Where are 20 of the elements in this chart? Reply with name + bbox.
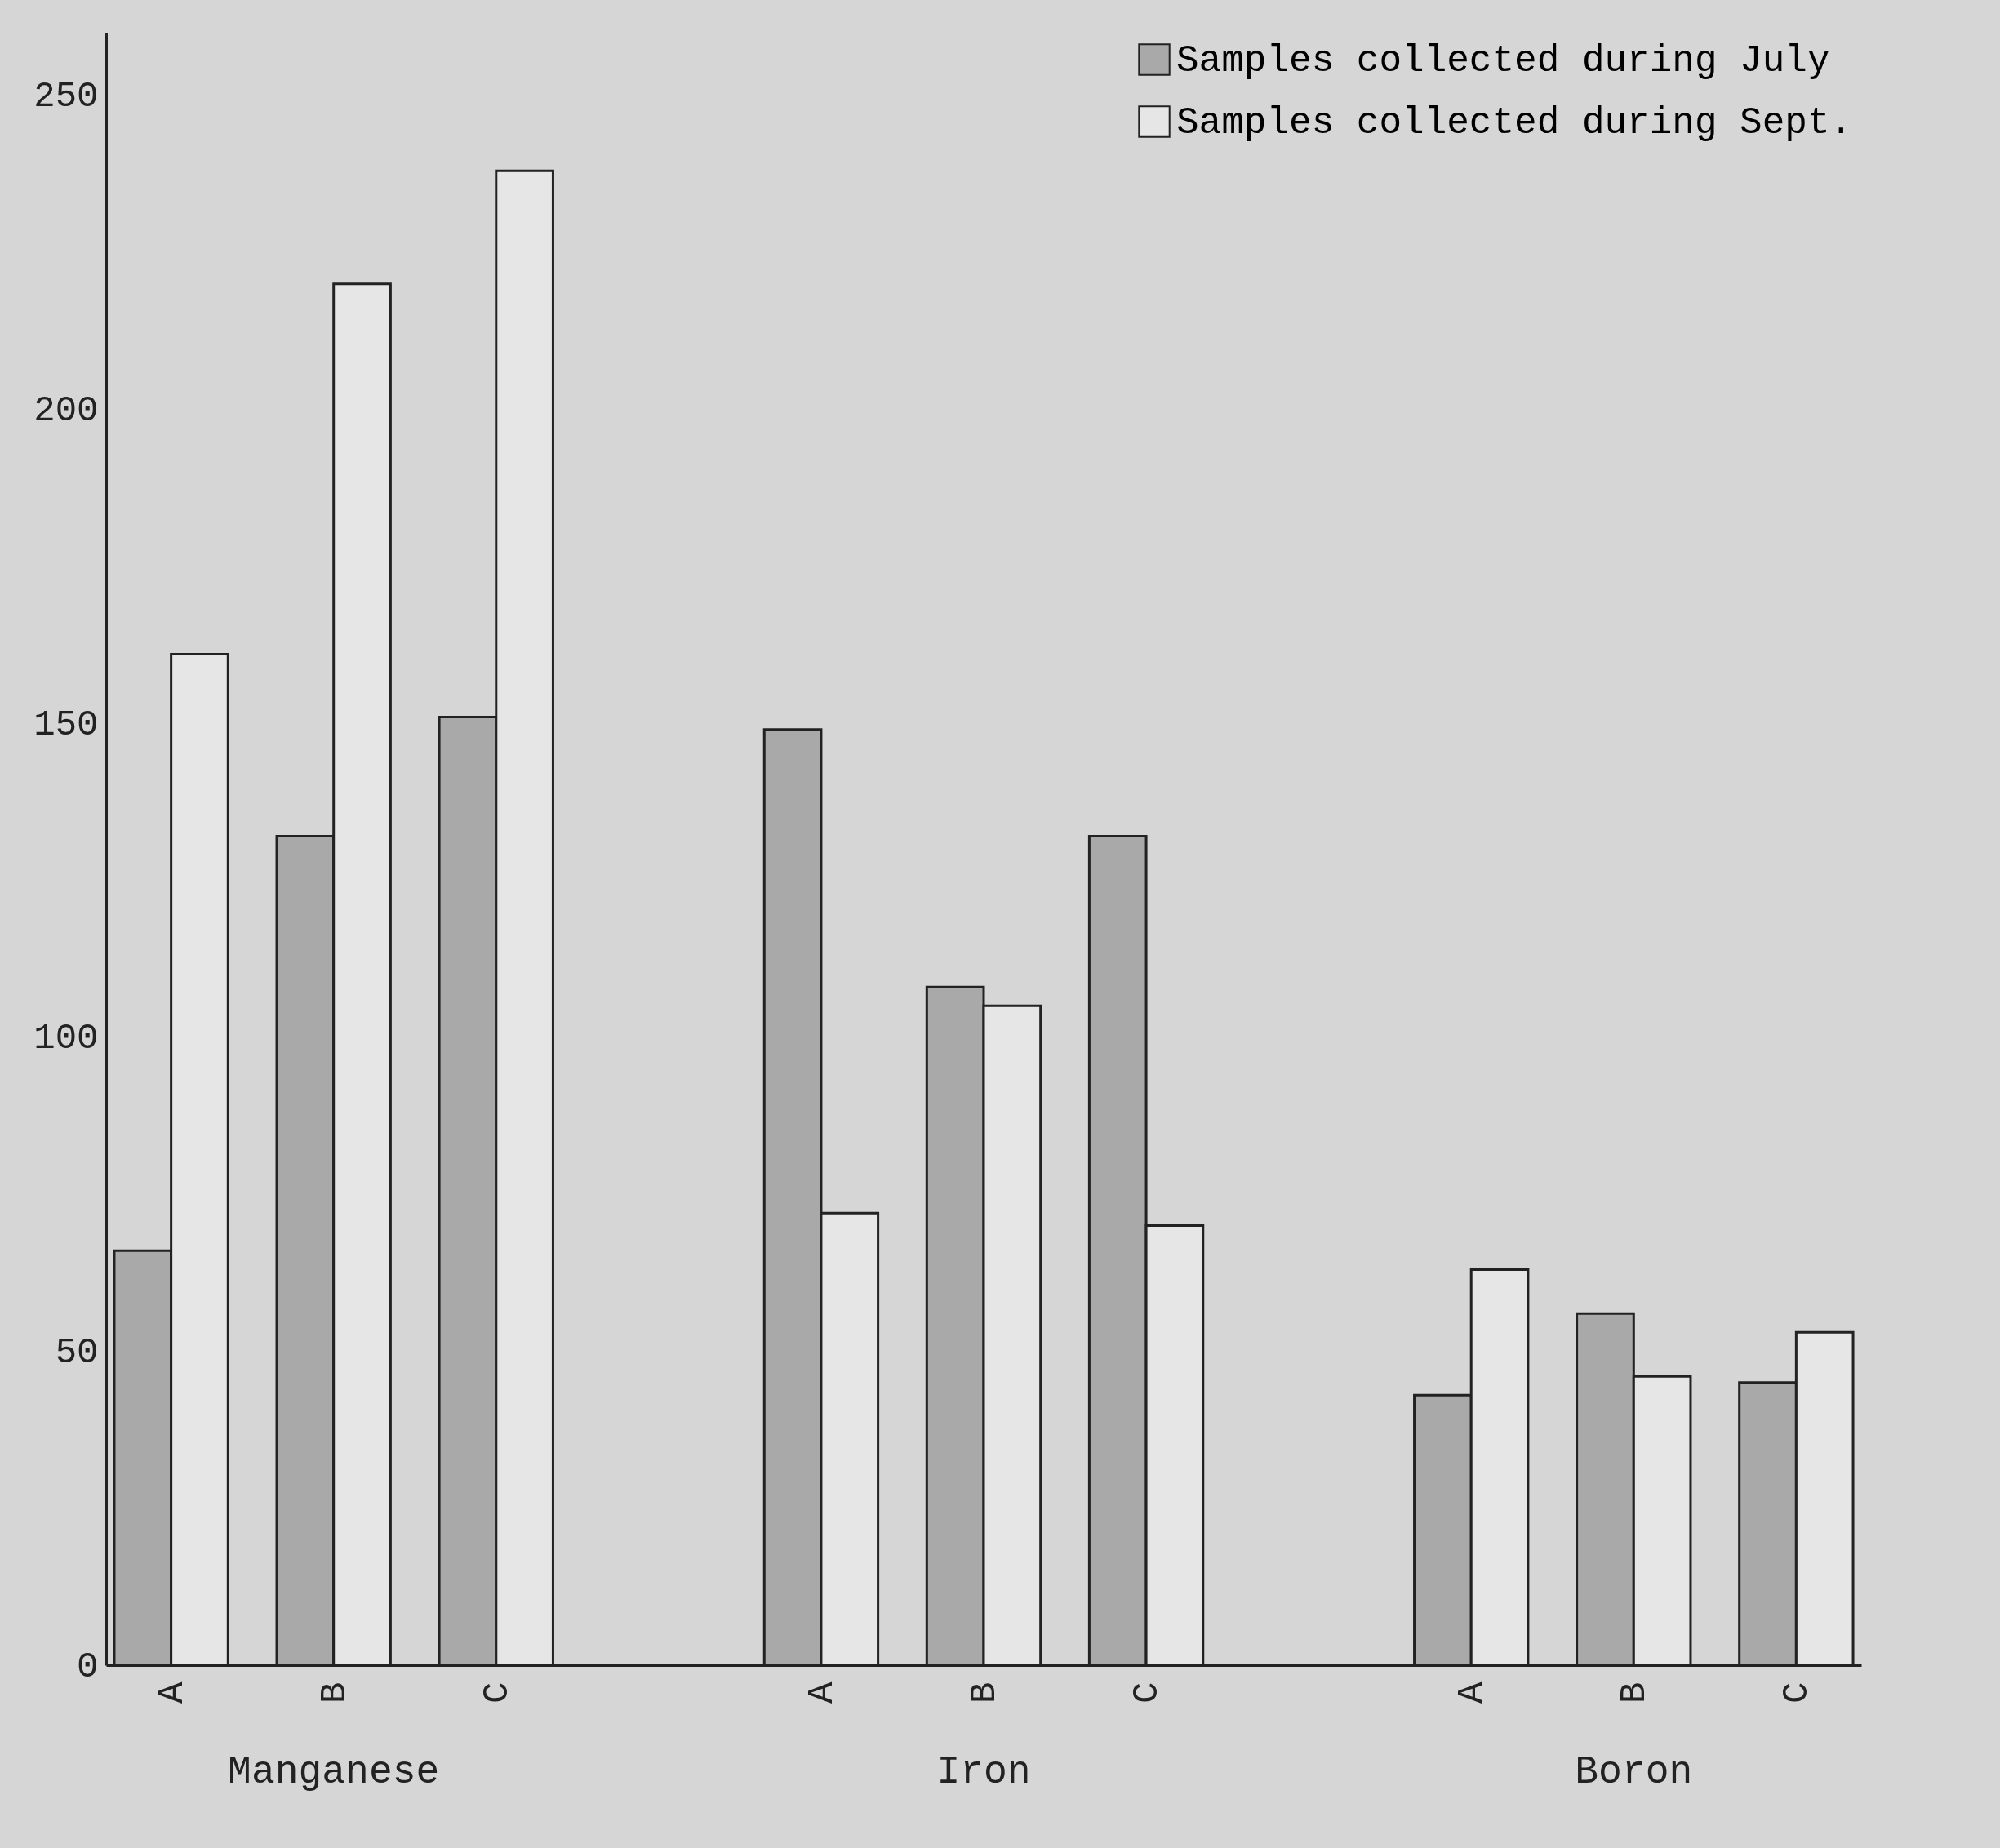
- legend-label: Samples collected during Sept.: [1176, 102, 1853, 144]
- y-tick-label: 150: [33, 704, 99, 745]
- text: Iron: [936, 1750, 1031, 1794]
- y-tick-label: 100: [33, 1018, 99, 1059]
- text: Boron: [1575, 1750, 1693, 1794]
- legend-label: Samples collected during July: [1176, 40, 1830, 82]
- x-tick-label: C: [1127, 1681, 1168, 1704]
- x-tick-label: C: [476, 1681, 518, 1704]
- x-tick-label: A: [1451, 1681, 1493, 1704]
- y-tick-label: 250: [33, 76, 99, 118]
- x-tick-label: B: [313, 1681, 355, 1704]
- x-tick-label: A: [151, 1681, 193, 1704]
- x-tick-label: B: [964, 1681, 1005, 1704]
- text: Manganese: [228, 1750, 440, 1794]
- x-tick-label: C: [1776, 1681, 1818, 1704]
- y-tick-label: 200: [33, 390, 99, 432]
- y-tick-label: 0: [77, 1646, 99, 1687]
- x-tick-label: B: [1614, 1681, 1656, 1704]
- x-tick-label: A: [801, 1681, 842, 1704]
- y-tick-label: 50: [55, 1331, 99, 1373]
